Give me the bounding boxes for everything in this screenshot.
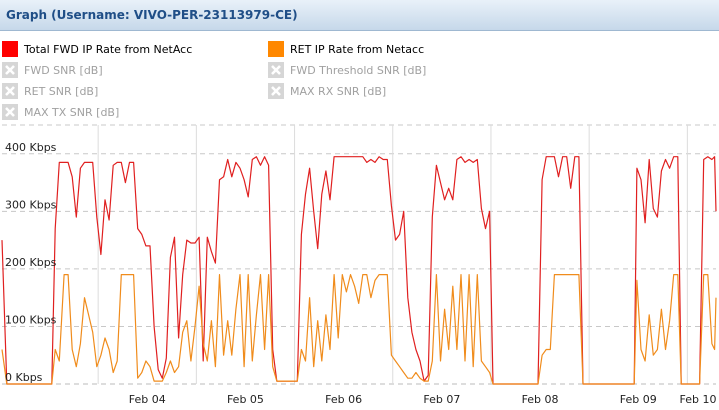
orange-square-icon xyxy=(268,41,284,57)
legend-label: MAX RX SNR [dB] xyxy=(290,84,387,98)
legend-label: FWD Threshold SNR [dB] xyxy=(290,63,427,77)
y-tick-label: 200 Kbps xyxy=(5,256,57,269)
close-icon xyxy=(268,62,284,78)
legend-item-fwd-snr[interactable]: FWD SNR [dB] xyxy=(2,61,103,79)
legend-item-ret-ip-rate[interactable]: RET IP Rate from Netacc xyxy=(268,40,424,58)
legend-item-ret-snr[interactable]: RET SNR [dB] xyxy=(2,82,98,100)
y-tick-label: 100 Kbps xyxy=(5,313,57,326)
legend-item-total-fwd-ip-rate[interactable]: Total FWD IP Rate from NetAcc xyxy=(2,40,192,58)
x-tick-label: Feb 05 xyxy=(227,393,264,406)
series-line xyxy=(1,156,717,385)
chart-labels: 0 Kbps 100 Kbps 200 Kbps 300 Kbps 400 Kbps Fe… xyxy=(5,141,716,406)
legend-label: RET SNR [dB] xyxy=(24,84,99,98)
legend-label: MAX TX SNR [dB] xyxy=(24,105,120,119)
x-tick-label: Feb 04 xyxy=(129,393,166,406)
legend-label: Total FWD IP Rate from NetAcc xyxy=(24,42,193,56)
x-tick-label: Feb 09 xyxy=(620,393,657,406)
x-tick-label: Feb 07 xyxy=(423,393,460,406)
red-square-icon xyxy=(2,41,18,57)
legend-label: RET IP Rate from Netacc xyxy=(290,42,425,56)
legend-label: FWD SNR [dB] xyxy=(24,63,103,77)
y-tick-label: 0 Kbps xyxy=(5,371,43,384)
graph-title: Graph (Username: VIVO-PER-23113979-CE) xyxy=(6,8,298,22)
y-tick-label: 400 Kbps xyxy=(5,141,57,154)
legend-item-fwd-threshold-snr[interactable]: FWD Threshold SNR [dB] xyxy=(268,61,426,79)
close-icon xyxy=(2,62,18,78)
x-tick-label: Feb 08 xyxy=(522,393,559,406)
close-icon xyxy=(268,83,284,99)
close-icon xyxy=(2,104,18,120)
close-icon xyxy=(2,83,18,99)
chart-grid xyxy=(2,124,716,385)
x-tick-label: Feb 10 xyxy=(680,393,717,406)
chart-series xyxy=(1,156,717,385)
graph-header: Graph (Username: VIVO-PER-23113979-CE) xyxy=(0,0,719,31)
legend-item-max-rx-snr[interactable]: MAX RX SNR [dB] xyxy=(268,82,386,100)
series-line xyxy=(1,274,717,385)
legend-item-max-tx-snr[interactable]: MAX TX SNR [dB] xyxy=(2,103,119,121)
y-tick-label: 300 Kbps xyxy=(5,198,57,211)
x-tick-label: Feb 06 xyxy=(325,393,362,406)
